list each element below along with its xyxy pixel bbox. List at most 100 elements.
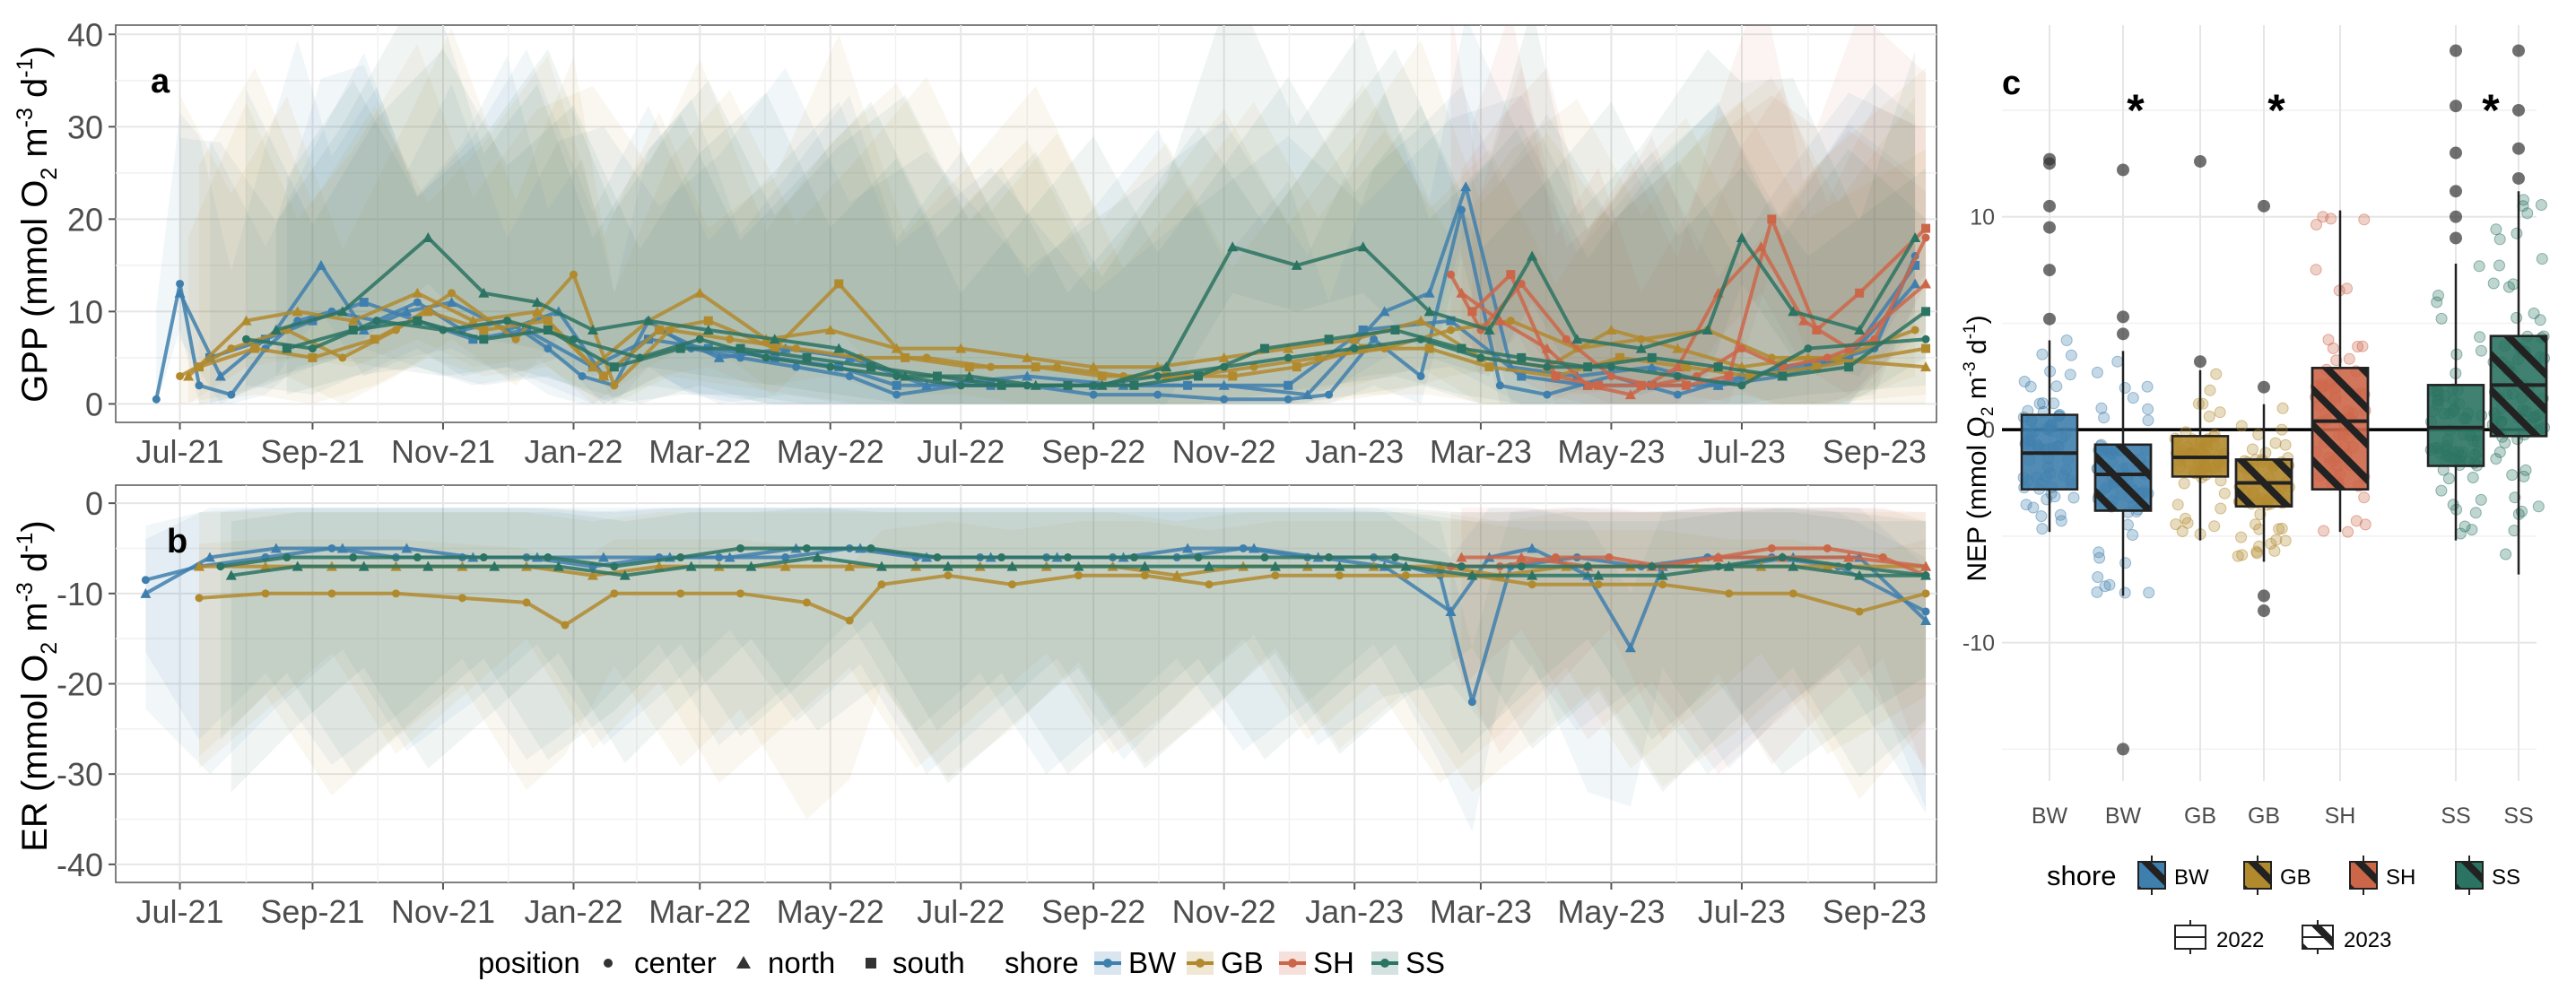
panel-a-label: a (151, 63, 170, 100)
observation-point (2246, 443, 2258, 456)
data-point-center (1788, 589, 1797, 598)
legend-shore-label: BW (1128, 946, 1177, 979)
data-point-center (1648, 562, 1657, 571)
data-point-center (1153, 390, 1162, 399)
x-tick-label: Jul-21 (136, 433, 224, 470)
observation-point (2273, 523, 2285, 535)
data-point-center (511, 334, 520, 343)
data-point-center (802, 598, 811, 607)
legend-c-shore-keys: BW GB SH SS (2137, 856, 2520, 895)
data-point-north (1423, 287, 1435, 298)
observation-point (2091, 586, 2103, 598)
observation-point (2490, 223, 2502, 236)
data-point-south (1921, 223, 1931, 233)
outlier-point (2258, 380, 2270, 394)
observation-point (2232, 550, 2244, 562)
legend-shore-bw: BW (1094, 946, 1177, 979)
data-point-south (1614, 352, 1624, 362)
data-point-center (176, 371, 185, 380)
data-point-center (1140, 571, 1149, 580)
data-point-center (1495, 381, 1504, 390)
data-point-south (370, 334, 379, 344)
data-point-center (308, 344, 317, 353)
panel-c-y-ticks: 10 0 -10 (1962, 205, 1995, 656)
observation-point (2192, 397, 2205, 410)
x-tick-label: Sep-23 (1823, 893, 1927, 930)
data-point-north (422, 231, 434, 242)
observation-point (2358, 213, 2371, 226)
data-point-center (1064, 553, 1073, 562)
observation-point (2356, 340, 2369, 352)
data-point-south (866, 362, 876, 372)
x-tick-label: Jul-22 (917, 433, 1005, 470)
data-point-center (1401, 571, 1410, 580)
data-point-south (735, 343, 745, 353)
ribbon-bw-center (145, 508, 1927, 832)
data-point-north (1788, 306, 1799, 317)
observation-point (2475, 493, 2487, 506)
x-tick-label: Nov-21 (391, 893, 495, 930)
data-point-south (413, 316, 422, 326)
data-point-center (1416, 371, 1425, 380)
observation-point (2469, 507, 2482, 519)
legend-c-shore-bw: BW (2137, 856, 2209, 895)
data-point-center (1543, 390, 1552, 399)
observation-point (2534, 314, 2546, 326)
data-point-center (1606, 371, 1615, 380)
observation-point (2475, 344, 2487, 357)
observation-point (2276, 522, 2288, 534)
data-point-center (761, 353, 770, 362)
panel-a-x-ticks: Jul-21 Sep-21 Nov-21 Jan-22 Mar-22 May-22 Jul-… (136, 422, 1927, 470)
data-point-south (308, 352, 318, 362)
legend-shore-label: SH (1313, 946, 1354, 979)
data-point-north (1460, 181, 1472, 192)
data-point-north (358, 560, 370, 571)
x-tick-label: May-23 (1557, 893, 1665, 930)
data-point-north (467, 315, 479, 326)
data-point-center (933, 553, 942, 562)
observation-point (2474, 331, 2486, 343)
data-point-north (270, 543, 282, 553)
data-point-north (1657, 569, 1668, 580)
data-point-center (1594, 580, 1603, 589)
data-point-center (327, 589, 336, 598)
observation-point (2037, 397, 2049, 410)
x-tick-label: Jul-23 (1698, 893, 1786, 930)
data-point-south (250, 343, 260, 353)
data-point-center (877, 580, 886, 589)
observation-point (2203, 410, 2215, 422)
data-point-center (1517, 279, 1526, 288)
box-ss-2023 (2486, 44, 2551, 575)
data-point-center (1220, 395, 1229, 404)
data-point-center (1447, 270, 1456, 279)
data-point-south (1724, 371, 1734, 381)
legend-south-symbol (866, 958, 876, 969)
legend-center-symbol (604, 959, 613, 968)
data-point-north (1582, 379, 1594, 390)
x-tick-label: Jul-22 (917, 893, 1005, 930)
legend-c-swatch-hatch (2138, 862, 2165, 889)
x-tick-label: SS (2441, 804, 2470, 829)
observation-point (2119, 382, 2131, 394)
data-point-center (1527, 580, 1536, 589)
data-point-center (610, 381, 619, 390)
data-point-center (1921, 233, 1930, 242)
x-tick-label: Jan-23 (1305, 433, 1404, 470)
y-tick-label: 0 (1982, 418, 1995, 443)
data-point-center (1767, 543, 1776, 552)
data-point-north (316, 259, 327, 270)
data-point-north (779, 560, 791, 571)
observation-point (2459, 520, 2471, 533)
data-point-north (1161, 361, 1172, 372)
data-point-south (1812, 325, 1822, 334)
observation-point (2054, 508, 2067, 521)
data-point-center (1855, 607, 1864, 616)
observation-point (2490, 453, 2502, 465)
data-point-south (1713, 380, 1723, 390)
data-point-center (1551, 553, 1560, 562)
ribbon-gb-center (199, 521, 1927, 820)
data-point-south (703, 316, 713, 326)
legend-north-label: north (768, 946, 835, 979)
data-point-north (1920, 278, 1932, 289)
y-tick-label: -30 (57, 756, 103, 793)
